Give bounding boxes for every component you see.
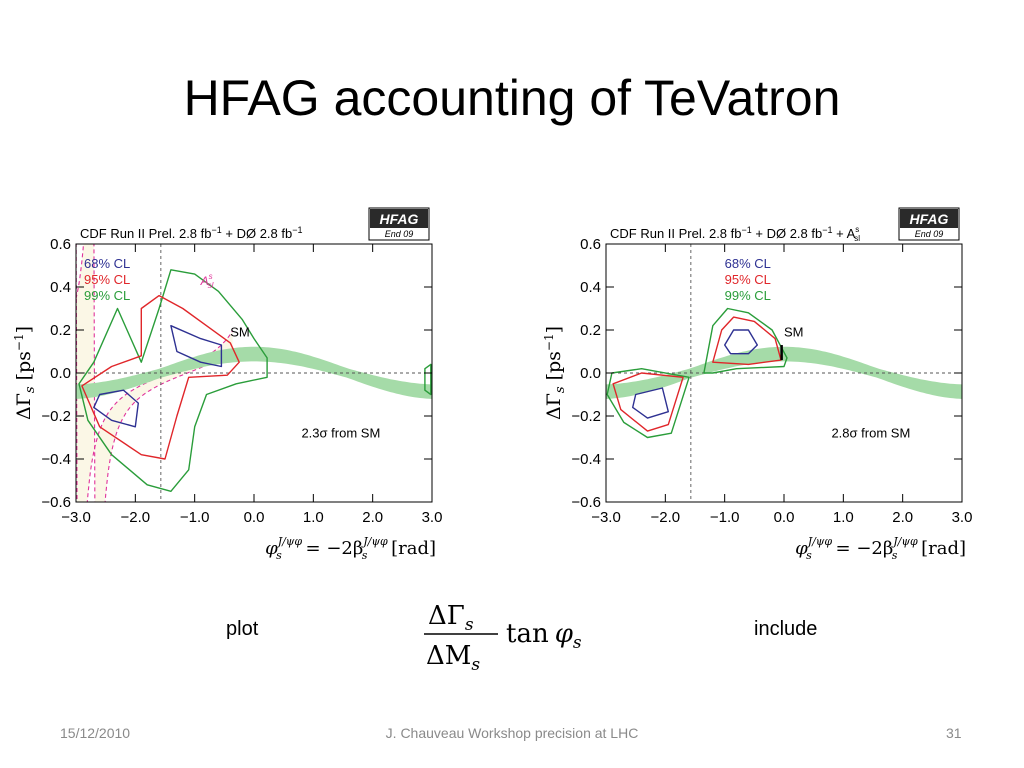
contour-68bcl [93, 389, 139, 428]
footer-center: J. Chauveau Workshop precision at LHC [385, 725, 639, 741]
chart-header: CDF Run II Prel. 2.8 fb−1 + DØ 2.8 fb−1 [80, 225, 302, 241]
x-axis: −3.0 −2.0 −1.0 0.0 1.0 2.0 3.0 [61, 244, 442, 526]
x-tick-label: −1.0 [180, 509, 210, 526]
x-tick-label: −1.0 [710, 509, 740, 526]
y-tick-label: −0.6 [41, 494, 71, 511]
x-tick-label: 1.0 [833, 509, 854, 526]
chart-header: CDF Run II Prel. 2.8 fb−1 + DØ 2.8 fb−1 … [610, 225, 860, 243]
plot-label: plot [226, 618, 259, 640]
contour-99cl [703, 307, 788, 374]
formula: ΔΓs ΔMs tan φs [424, 601, 582, 672]
formula-tan-phi: tan φs [506, 619, 582, 653]
x-tick-label: −3.0 [61, 509, 91, 526]
y-axis-label: ΔΓs [ps−1] [12, 326, 38, 420]
legend-item-2: 95% CL [725, 272, 771, 287]
x-tick-label: 3.0 [422, 509, 443, 526]
legend-item-3: 99% CL [725, 288, 771, 303]
plot-area [76, 244, 432, 502]
y-tick-label: 0.0 [50, 365, 71, 382]
formula-denominator: ΔMs [426, 641, 480, 672]
contour-plot-right: −3.0 −2.0 −1.0 0.0 1.0 2.0 3.0 −0.6 −0.4 −0.2 0.0 0… [542, 207, 972, 562]
x-tick-label: −2.0 [651, 509, 681, 526]
footer-page-number: 31 [946, 725, 962, 741]
y-tick-label: 0.2 [580, 322, 601, 339]
hfag-badge-title: HFAG [910, 211, 949, 227]
y-tick-label: 0.6 [580, 236, 601, 253]
y-tick-label: 0.4 [50, 279, 71, 296]
plot-area [606, 244, 962, 502]
y-axis: −0.6 −0.4 −0.2 0.0 0.2 0.4 0.6 [571, 236, 962, 511]
contour-plot-left: −3.0 −2.0 −1.0 0.0 1.0 2.0 3.0 −0.6 −0.4 −0.2 0.0 0… [12, 207, 442, 562]
legend-item-1: 68% CL [725, 256, 771, 271]
x-tick-label: 2.0 [892, 509, 913, 526]
x-tick-label: 1.0 [303, 509, 324, 526]
x-tick-label: −2.0 [121, 509, 151, 526]
formula-numerator: ΔΓs [428, 601, 474, 635]
significance-annotation: 2.8σ from SM [831, 426, 910, 441]
hfag-badge-sub: End 09 [385, 229, 414, 239]
legend-item-3: 99% CL [84, 288, 130, 303]
x-tick-label: 0.0 [244, 509, 265, 526]
contour-95cl [81, 294, 240, 460]
x-tick-label: −3.0 [591, 509, 621, 526]
y-tick-label: −0.2 [571, 408, 601, 425]
x-axis: −3.0 −2.0 −1.0 0.0 1.0 2.0 3.0 [591, 244, 972, 526]
footer-date: 15/12/2010 [60, 725, 131, 741]
contour-68cl [724, 329, 758, 355]
sm-label: SM [230, 324, 250, 339]
y-axis: −0.6 −0.4 −0.2 0.0 0.2 0.4 0.6 [41, 236, 432, 511]
y-tick-label: 0.2 [50, 322, 71, 339]
slide-title: HFAG accounting of TeVatron [183, 70, 841, 126]
y-tick-label: 0.6 [50, 236, 71, 253]
x-tick-label: 2.0 [362, 509, 383, 526]
hfag-badge-title: HFAG [380, 211, 419, 227]
y-tick-label: −0.6 [571, 494, 601, 511]
y-tick-label: 0.4 [580, 279, 601, 296]
legend-item-2: 95% CL [84, 272, 130, 287]
y-tick-label: −0.4 [571, 451, 601, 468]
include-label: include [754, 618, 818, 640]
asl-label: As sl [200, 272, 214, 290]
contour-95bcl [612, 372, 684, 432]
y-tick-label: −0.2 [41, 408, 71, 425]
hfag-badge-bg [370, 209, 428, 228]
x-tick-label: 3.0 [952, 509, 973, 526]
x-axis-label: φJ/ψφ s = −2βJ/ψφ s [rad] [265, 535, 436, 562]
contour-99bcl [424, 363, 432, 396]
hfag-badge-sub: End 09 [915, 229, 944, 239]
x-tick-label: 0.0 [774, 509, 795, 526]
legend-item-1: 68% CL [84, 256, 130, 271]
y-axis-label: ΔΓs [ps−1] [542, 326, 568, 420]
y-tick-label: −0.4 [41, 451, 71, 468]
contour-95cl [712, 316, 782, 366]
contour-99cl [78, 269, 268, 492]
contour-68cl [170, 325, 223, 368]
contour-68bcl [632, 387, 669, 419]
y-tick-label: 0.0 [580, 365, 601, 382]
significance-annotation: 2.3σ from SM [301, 426, 380, 441]
contour-99bcl [606, 368, 690, 439]
x-axis-label: φJ/ψφ s = −2βJ/ψφ s [rad] [795, 535, 966, 562]
sm-label: SM [784, 324, 804, 339]
hfag-badge-bg [900, 209, 958, 228]
